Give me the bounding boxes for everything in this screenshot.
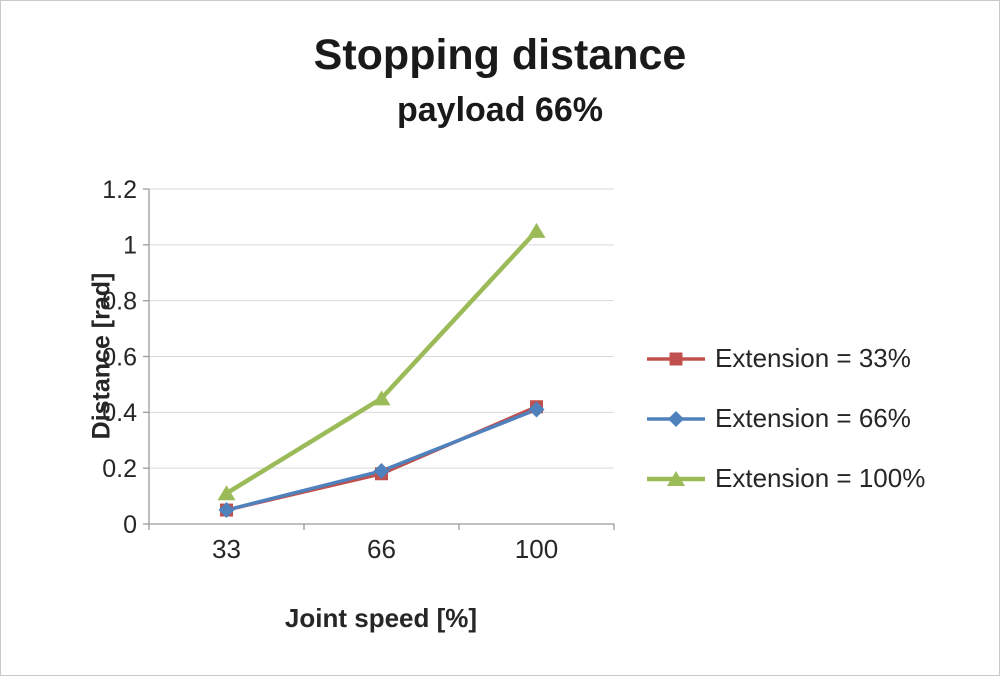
legend-marker-icon: [669, 352, 683, 365]
y-tick-label: 0.2: [102, 455, 137, 483]
y-tick-label: 0: [123, 511, 137, 539]
legend-label: Extension = 66%: [715, 403, 911, 433]
data-point-marker: [218, 502, 235, 519]
x-axis-title: Joint speed [%]: [284, 603, 478, 633]
legend-label: Extension = 100%: [715, 463, 926, 493]
legend-key-sample: [647, 470, 705, 486]
y-tick-label: 1.2: [102, 179, 137, 204]
legend: Extension = 33% Extension = 66% Extension …: [647, 343, 925, 494]
data-point-marker: [528, 401, 545, 418]
x-tick-label: 100: [515, 534, 558, 564]
y-tick-label: 0.8: [102, 287, 137, 315]
series-line: [224, 228, 539, 496]
plot-area: 0 0.2 0.4 0.6 0.8 1 1.2 33 66 100: [102, 179, 615, 564]
chart-subtitle: payload 66%: [397, 91, 603, 129]
data-point-marker: [373, 462, 390, 479]
series-line: [224, 405, 539, 512]
legend-label: Extension = 33%: [715, 343, 911, 373]
legend-marker-icon: [667, 470, 685, 486]
legend-item: Extension = 100%: [647, 463, 925, 494]
legend-key-sample: [647, 352, 705, 365]
chart-title: Stopping distance: [313, 31, 687, 79]
legend-item: Extension = 33%: [647, 343, 925, 374]
legend-marker-icon: [668, 410, 684, 427]
y-tick-label: 0.6: [102, 343, 137, 371]
data-point-marker: [372, 390, 391, 406]
legend-key-sample: [647, 410, 705, 427]
x-tick-label: 33: [212, 534, 241, 564]
y-tick-label: 1: [123, 232, 137, 260]
legend-item: Extension = 66%: [647, 403, 925, 434]
data-point-marker: [217, 485, 236, 501]
y-tick-label: 0.4: [102, 399, 137, 427]
series-line: [224, 407, 539, 512]
y-axis-title: Distance [rad]: [87, 272, 116, 440]
data-point-marker: [527, 222, 546, 238]
x-tick-label: 66: [367, 534, 396, 564]
